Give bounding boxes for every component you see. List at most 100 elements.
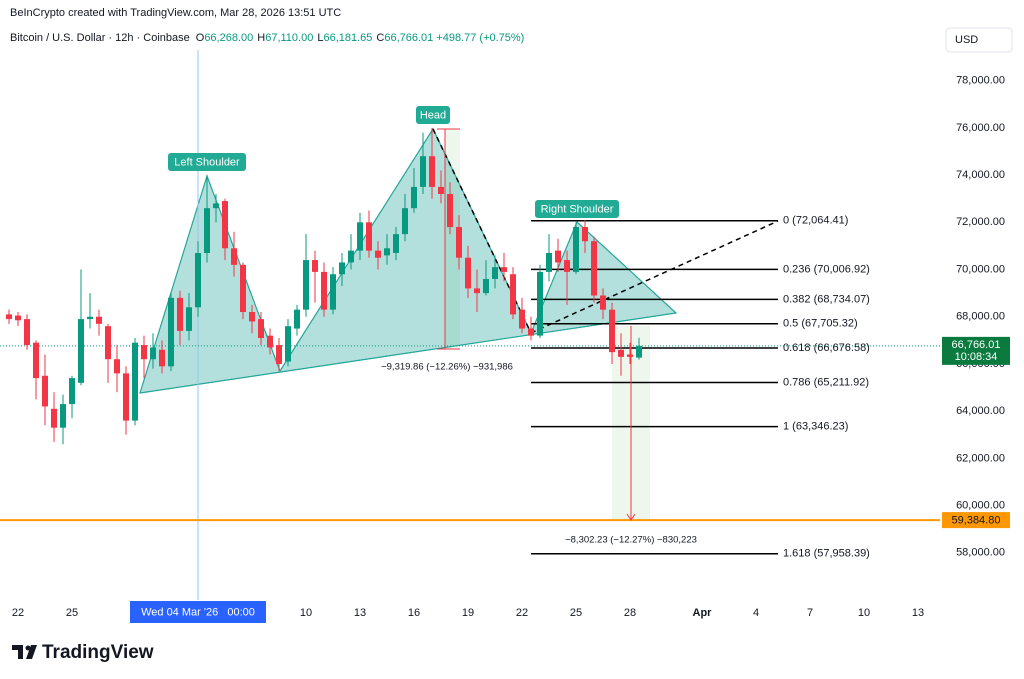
candle-body [573,227,579,272]
annotation: Right Shoulder [541,203,614,215]
candle-body [564,260,570,272]
candle-body [546,253,552,272]
candle-body [150,347,156,360]
support-label: 59,384.80 [952,515,1001,527]
fib-label: 0.5 (67,705.32) [783,318,858,330]
candle-body [375,250,381,258]
trend-line [530,220,779,334]
candle-body [330,274,336,310]
candle-body [438,186,444,194]
candle-body [312,260,318,272]
y-tick-label: 76,000.00 [956,122,1005,134]
fib-label: 0 (72,064.41) [783,215,848,227]
candle-body [465,257,471,289]
annotation: Left Shoulder [174,156,240,168]
candle-body [528,328,534,336]
symbol-info: Bitcoin / U.S. Dollar · 12h · Coinbase O6… [10,32,524,44]
candle-body [420,156,426,187]
candle-body [78,319,84,383]
x-tick-label: 25 [66,607,78,619]
candle-body [429,156,435,187]
logo-mark [25,645,31,651]
candle-body [168,297,174,367]
trend-line [432,128,532,334]
ohlc-value: 66,268.00 [204,32,253,44]
candle-body [204,208,210,254]
x-tick-label: 22 [516,607,528,619]
candle-body [114,359,120,374]
fib-label: 0.786 (65,211.92) [783,376,869,388]
y-tick-label: 68,000.00 [956,311,1005,323]
candle-body [267,335,273,348]
x-tick-label: 10 [858,607,870,619]
x-tick-label: 7 [807,607,813,619]
annotation: Head [420,109,446,121]
fib-label: 0.618 (66,676.58) [783,342,870,354]
x-tick-label: 25 [570,607,582,619]
y-tick-label: 74,000.00 [956,169,1005,181]
fib-label: 1 (63,346.23) [783,420,848,432]
fib-label: 0.382 (68,734.07) [783,293,870,305]
candle-body [87,316,93,320]
annotation-box [168,153,246,171]
measure-label: −9,319.86 (−12.26%) −931,986 [381,362,513,373]
candle-body [186,307,192,331]
measure-arrow [626,513,636,521]
annotation-box [416,106,450,124]
y-tick-label: 72,000.00 [956,216,1005,228]
countdown: 10:08:34 [955,351,998,363]
ohlc-value: 66,181.65 [323,32,372,44]
logo-text: TradingView [42,642,154,663]
candle-body [456,227,462,258]
y-tick-label: 64,000.00 [956,405,1005,417]
candle-body [6,314,12,320]
support-label-bg [942,512,1010,529]
candle-body [231,248,237,265]
candle-body [258,319,264,338]
candle-body [51,408,57,428]
currency-button[interactable] [945,27,1013,53]
candle-body [393,234,399,254]
candle-body [42,375,48,407]
candle-body [402,208,408,235]
candle-body [591,241,597,296]
measure-bg [445,129,460,349]
candle-body [294,309,300,329]
candle-body [132,342,138,421]
ohlc-key: O [196,32,205,44]
fib-label: 0.236 (70,006.92) [783,263,870,275]
x-tick-label: 28 [624,607,636,619]
ohlc-value: 66,766.01 [384,32,433,44]
symbol: Bitcoin / U.S. Dollar · 12h · Coinbase [10,32,190,44]
x-tick-label: 10 [300,607,312,619]
ohlc-value: 67,110.00 [265,32,313,44]
candle-body [483,278,489,294]
candle-body [213,203,219,209]
measure-label: −8,302.23 (−12.27%) −830,223 [565,535,697,546]
candle-body [24,319,30,346]
candle-body [222,201,228,249]
ohlc-key: C [376,32,384,44]
fib-label: 1.618 (57,958.39) [783,548,870,560]
candle-body [60,404,66,428]
candle-body [303,260,309,310]
ohlc: O66,268.00 H67,110.00 L66,181.65 C66,766.01 [196,32,434,44]
x-tick-label: 13 [912,607,924,619]
ohlc-key: H [257,32,265,44]
x-tick-label: 19 [462,607,474,619]
candle-body [348,250,354,263]
candle-body [618,349,624,357]
candle-body [96,316,102,324]
change: +498.77 (+0.75%) [436,32,524,44]
candle-body [366,222,372,251]
last-price-label: 66,766.01 [952,339,1001,351]
currency[interactable]: USD [955,34,978,46]
x-tick-label: Apr [693,607,713,619]
candle-body [249,312,255,322]
y-tick-label: 78,000.00 [956,75,1005,87]
ohlc-key: L [317,32,323,44]
candle-body [195,253,201,308]
x-tick-label: 13 [354,607,366,619]
candle-body [600,295,606,310]
